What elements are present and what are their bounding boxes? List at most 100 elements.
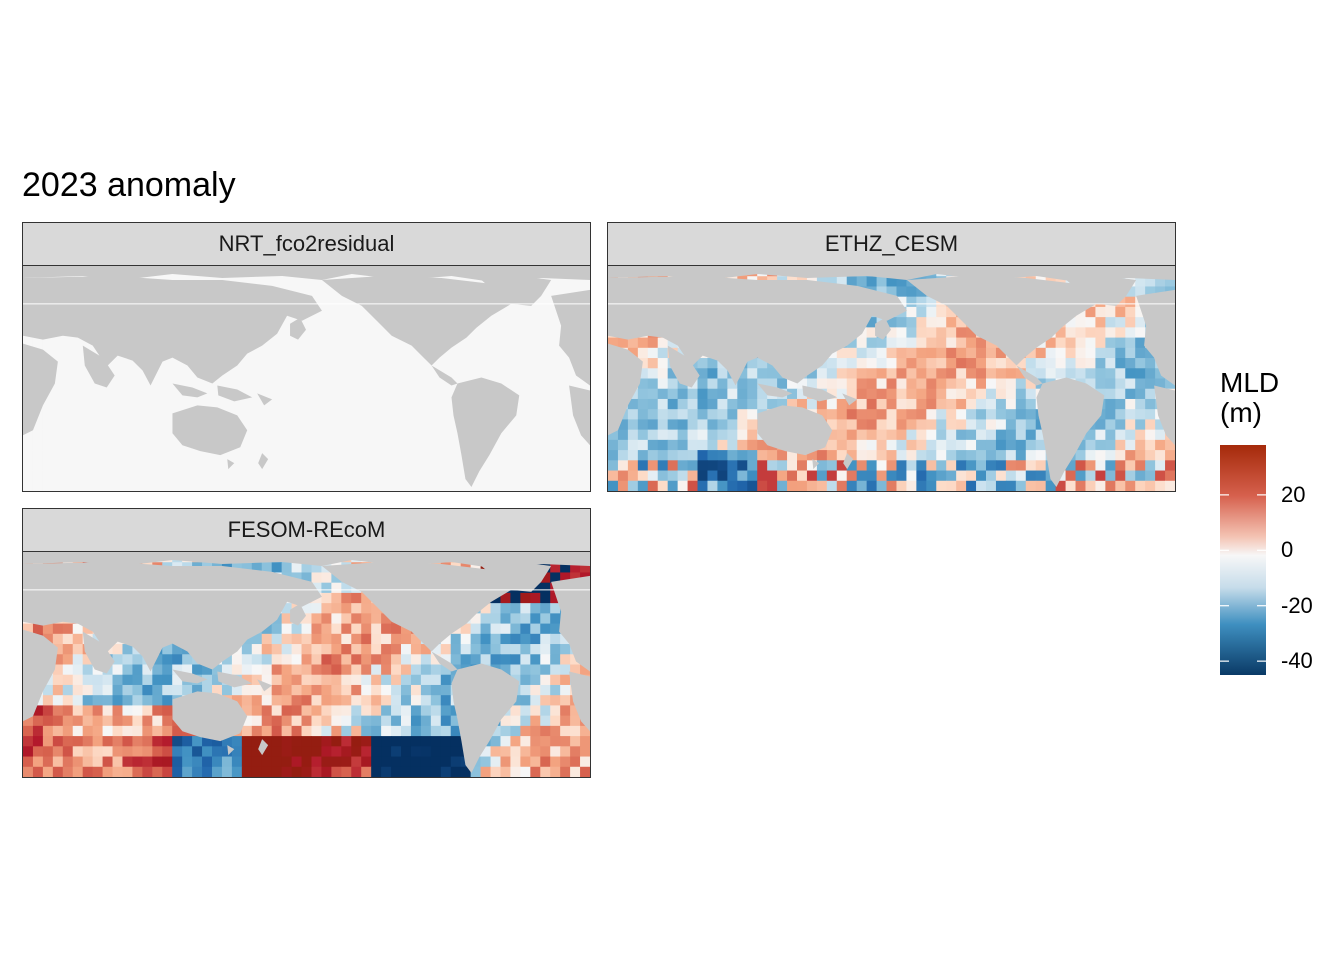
heatmap-cell [976, 337, 987, 349]
heatmap-cell [490, 480, 501, 491]
heatmap-cell [351, 409, 362, 420]
heatmap-cell [560, 460, 571, 472]
heatmap-cell [530, 664, 541, 676]
heatmap-cell [836, 398, 848, 410]
heatmap-cell [241, 684, 253, 696]
heatmap-cell [1115, 480, 1126, 491]
heatmap-cell [995, 358, 1007, 369]
heatmap-cell [361, 429, 372, 441]
heatmap-cell [251, 347, 263, 359]
heatmap-cell [23, 736, 34, 747]
heatmap-cell [321, 429, 332, 441]
heatmap-cell [876, 460, 888, 472]
heatmap-cell [271, 368, 283, 379]
heatmap-cell [112, 705, 123, 717]
heatmap-cell [440, 674, 452, 686]
heatmap-cell [1135, 409, 1146, 420]
heatmap-cell [321, 613, 332, 625]
heatmap-cell [1145, 470, 1156, 482]
heatmap-cell [361, 450, 372, 461]
heatmap-cell [787, 388, 798, 400]
heatmap-cell [162, 766, 173, 777]
heatmap-cell [450, 746, 462, 758]
heatmap-cell [450, 368, 462, 379]
heatmap-cell [321, 633, 332, 645]
heatmap-cell [856, 347, 868, 359]
heatmap-cell [647, 460, 659, 472]
heatmap-cell [351, 470, 362, 482]
heatmap-cell [400, 756, 412, 768]
heatmap-cell [906, 388, 917, 400]
heatmap-cell [122, 450, 133, 461]
heatmap-cell [1095, 327, 1106, 339]
heatmap-cell [152, 409, 163, 420]
heatmap-cell [1085, 337, 1096, 349]
heatmap-cell [906, 286, 917, 298]
heatmap-cell [202, 746, 213, 758]
heatmap-cell [480, 603, 492, 614]
heatmap-cell [707, 378, 718, 390]
heatmap-cell [966, 398, 977, 410]
heatmap-cell [420, 766, 432, 777]
heatmap-cell [400, 398, 412, 410]
heatmap-cell [916, 419, 927, 431]
heatmap-cell [1075, 450, 1086, 461]
heatmap-cell [500, 664, 511, 676]
heatmap-cell [1155, 419, 1166, 431]
heatmap-cell [371, 480, 382, 491]
land-mass [290, 603, 307, 626]
heatmap-cell [231, 450, 243, 461]
land-mass [608, 343, 643, 436]
heatmap-cell [520, 306, 531, 318]
heatmap-cell [162, 756, 173, 768]
heatmap-cell [737, 439, 748, 451]
heatmap-cell [251, 450, 263, 461]
heatmap-cell [361, 327, 372, 339]
heatmap-cell [400, 623, 412, 635]
heatmap-cell [231, 695, 243, 706]
heatmap-cell [490, 460, 501, 472]
heatmap-cell [816, 460, 828, 472]
heatmap-cell [420, 695, 432, 706]
heatmap-cell [281, 674, 293, 686]
heatmap-cell [321, 470, 332, 482]
heatmap-cell [291, 664, 303, 676]
heatmap-cell [122, 746, 133, 758]
heatmap-cell [32, 705, 44, 717]
heatmap-cell [410, 368, 422, 379]
heatmap-cell [550, 736, 561, 747]
heatmap-cell [846, 378, 858, 390]
land-mass [1066, 275, 1137, 302]
heatmap-cell [410, 715, 422, 727]
heatmap-cell [321, 306, 332, 318]
heatmap-cell [321, 337, 332, 349]
heatmap-cell [520, 613, 531, 625]
heatmap-cell [62, 695, 74, 706]
heatmap-cell [1005, 388, 1017, 400]
heatmap-cell [966, 419, 977, 431]
heatmap-cell [281, 398, 293, 410]
heatmap-cell [271, 398, 283, 410]
heatmap-cell [667, 368, 679, 379]
heatmap-cell [72, 470, 84, 482]
heatmap-cell [540, 633, 551, 645]
heatmap-cell [1115, 439, 1126, 451]
heatmap-cell [797, 480, 808, 491]
heatmap-cell [301, 398, 312, 410]
heatmap-cell [162, 450, 173, 461]
heatmap-cell [221, 470, 233, 482]
heatmap-cell [1105, 388, 1116, 400]
heatmap-cell [410, 480, 422, 491]
heatmap-cell [23, 715, 34, 727]
heatmap-cell [866, 450, 878, 461]
heatmap-cell [1145, 480, 1156, 491]
heatmap-cell [172, 480, 183, 491]
heatmap-cell [291, 439, 303, 451]
heatmap-cell [737, 388, 748, 400]
heatmap-cell [172, 654, 183, 665]
facet-panel-ethz: ETHZ_CESM [607, 222, 1176, 492]
heatmap-cell [500, 715, 511, 727]
heatmap-cell [1075, 460, 1086, 472]
heatmap-cell [182, 378, 193, 390]
heatmap-cell [152, 736, 163, 747]
